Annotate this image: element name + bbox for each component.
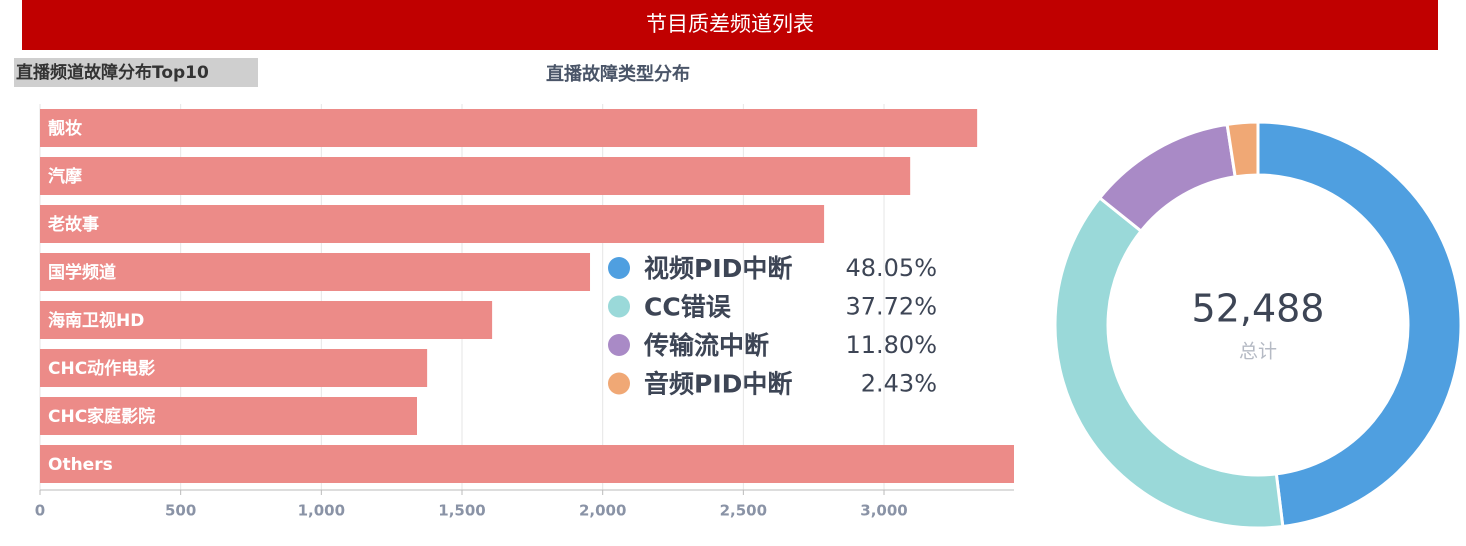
donut-total: 52,488 [1192, 287, 1325, 331]
x-tick-label: 2,500 [720, 502, 767, 520]
legend-label: 传输流中断 [643, 331, 769, 360]
legend-label: CC错误 [644, 293, 732, 322]
legend-dot [608, 257, 630, 279]
donut-slice [1053, 195, 1285, 530]
header-bar [22, 0, 1438, 50]
bar [40, 349, 428, 387]
bar-label: CHC动作电影 [48, 358, 155, 379]
bar [40, 157, 911, 195]
bar-label: 老故事 [47, 214, 99, 235]
legend-value: 48.05% [845, 254, 937, 282]
x-tick-label: 0 [35, 502, 45, 520]
x-tick-label: 3,000 [860, 502, 907, 520]
legend-value: 2.43% [861, 370, 937, 398]
bar [40, 301, 493, 339]
bar-label: Others [48, 455, 113, 475]
bar-label: CHC家庭影院 [48, 406, 155, 427]
bar [40, 205, 825, 243]
bar [40, 253, 591, 291]
bar [40, 445, 1014, 483]
bar [40, 397, 417, 435]
legend-dot [608, 372, 630, 395]
legend-dot [608, 295, 630, 318]
bar-label: 海南卫视HD [48, 310, 144, 331]
x-tick-label: 2,000 [579, 502, 626, 520]
donut-chart-title: 直播故障类型分布 [546, 63, 690, 85]
legend-value: 11.80% [845, 331, 937, 359]
donut-total-caption: 总计 [1239, 341, 1277, 363]
legend-value: 37.72% [845, 293, 937, 321]
donut-slice [1256, 120, 1463, 529]
donut-slice [1097, 122, 1237, 234]
x-tick-label: 1,500 [438, 502, 485, 520]
bar-label: 汽摩 [48, 166, 82, 187]
header-title: 节目质差频道列表 [646, 12, 814, 36]
bar-title-bg [14, 58, 258, 87]
legend-dot [608, 334, 630, 356]
bar-label: 靓妆 [48, 118, 82, 139]
bar [40, 109, 978, 147]
x-tick-label: 1,000 [298, 502, 345, 520]
x-tick-label: 500 [165, 502, 196, 520]
legend-label: 音频PID中断 [644, 370, 792, 399]
bar-label: 国学频道 [48, 262, 116, 283]
legend-label: 视频PID中断 [644, 254, 792, 283]
bar-chart-title: 直播频道故障分布Top10 [16, 62, 209, 83]
donut-slice [1225, 120, 1260, 179]
